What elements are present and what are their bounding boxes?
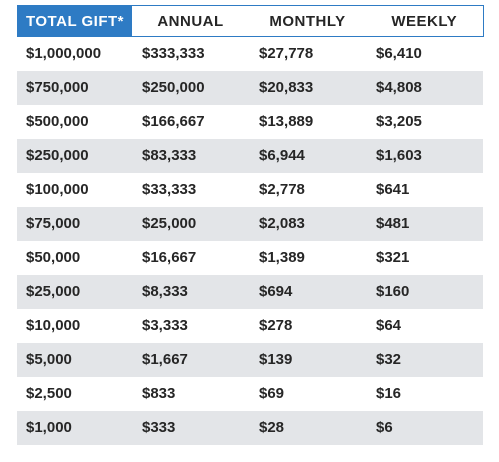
cell-monthly: $6,944 (259, 147, 305, 164)
cell-weekly: $321 (376, 249, 410, 266)
cell-weekly: $481 (376, 215, 410, 232)
table-row: $1,000 $333 $28 $6 (17, 410, 483, 445)
gift-breakdown-table: TOTAL GIFT* ANNUAL MONTHLY WEEKLY $1,000… (17, 5, 484, 445)
header-total-gift: TOTAL GIFT* (17, 5, 132, 37)
header-row: TOTAL GIFT* ANNUAL MONTHLY WEEKLY (17, 5, 484, 37)
table-row: $50,000 $16,667 $1,389 $321 (17, 241, 483, 275)
cell-weekly: $4,808 (376, 79, 422, 96)
cell-monthly: $20,833 (259, 79, 314, 96)
cell-weekly: $3,205 (376, 113, 422, 130)
cell-annual: $16,667 (142, 249, 197, 266)
table-row: $5,000 $1,667 $139 $32 (17, 342, 483, 377)
cell-annual: $83,333 (142, 147, 197, 164)
table-row: $100,000 $33,333 $2,778 $641 (17, 173, 483, 207)
table-row: $750,000 $250,000 $20,833 $4,808 (17, 70, 483, 105)
cell-monthly: $69 (259, 385, 285, 402)
cell-monthly: $1,389 (259, 249, 305, 266)
table-row: $500,000 $166,667 $13,889 $3,205 (17, 105, 483, 139)
cell-weekly: $6,410 (376, 45, 422, 63)
table-body: $1,000,000 $333,333 $27,778 $6,410 $750,… (17, 37, 483, 445)
cell-total-gift: $50,000 (26, 249, 81, 266)
cell-annual: $33,333 (142, 181, 197, 198)
cell-monthly: $2,778 (259, 181, 305, 198)
header-monthly: MONTHLY (249, 5, 366, 37)
cell-total-gift: $750,000 (26, 79, 89, 96)
cell-weekly: $32 (376, 351, 402, 368)
cell-monthly: $27,778 (259, 45, 314, 63)
cell-annual: $250,000 (142, 79, 205, 96)
cell-total-gift: $250,000 (26, 147, 89, 164)
cell-monthly: $694 (259, 283, 293, 300)
cell-annual: $1,667 (142, 351, 188, 368)
table-row: $1,000,000 $333,333 $27,778 $6,410 (17, 37, 483, 71)
cell-total-gift: $10,000 (26, 317, 81, 334)
cell-annual: $833 (142, 385, 176, 402)
cell-total-gift: $25,000 (26, 283, 81, 300)
cell-weekly: $160 (376, 283, 410, 300)
cell-total-gift: $1,000,000 (26, 45, 102, 63)
cell-total-gift: $2,500 (26, 385, 72, 402)
table-row: $2,500 $833 $69 $16 (17, 377, 483, 411)
cell-monthly: $278 (259, 317, 293, 334)
cell-total-gift: $75,000 (26, 215, 81, 232)
cell-annual: $3,333 (142, 317, 188, 334)
cell-total-gift: $5,000 (26, 351, 72, 368)
header-annual: ANNUAL (132, 5, 249, 37)
cell-weekly: $1,603 (376, 147, 422, 164)
cell-monthly: $28 (259, 419, 285, 436)
table-row: $25,000 $8,333 $694 $160 (17, 274, 483, 309)
cell-annual: $333 (142, 419, 176, 436)
cell-total-gift: $1,000 (26, 419, 72, 436)
cell-monthly: $139 (259, 351, 293, 368)
cell-monthly: $2,083 (259, 215, 305, 232)
cell-total-gift: $500,000 (26, 113, 89, 130)
table-row: $10,000 $3,333 $278 $64 (17, 309, 483, 343)
table-header: TOTAL GIFT* ANNUAL MONTHLY WEEKLY (17, 5, 484, 37)
cell-weekly: $641 (376, 181, 410, 198)
cell-weekly: $64 (376, 317, 402, 334)
header-weekly: WEEKLY (366, 5, 484, 37)
gift-breakdown-table-container: TOTAL GIFT* ANNUAL MONTHLY WEEKLY $1,000… (17, 5, 484, 445)
cell-total-gift: $100,000 (26, 181, 89, 198)
cell-annual: $333,333 (142, 45, 205, 63)
table-row: $75,000 $25,000 $2,083 $481 (17, 206, 483, 241)
cell-weekly: $16 (376, 385, 402, 402)
cell-annual: $8,333 (142, 283, 188, 300)
cell-annual: $166,667 (142, 113, 205, 130)
table-row: $250,000 $83,333 $6,944 $1,603 (17, 138, 483, 173)
cell-annual: $25,000 (142, 215, 197, 232)
cell-monthly: $13,889 (259, 113, 314, 130)
cell-weekly: $6 (376, 419, 393, 436)
